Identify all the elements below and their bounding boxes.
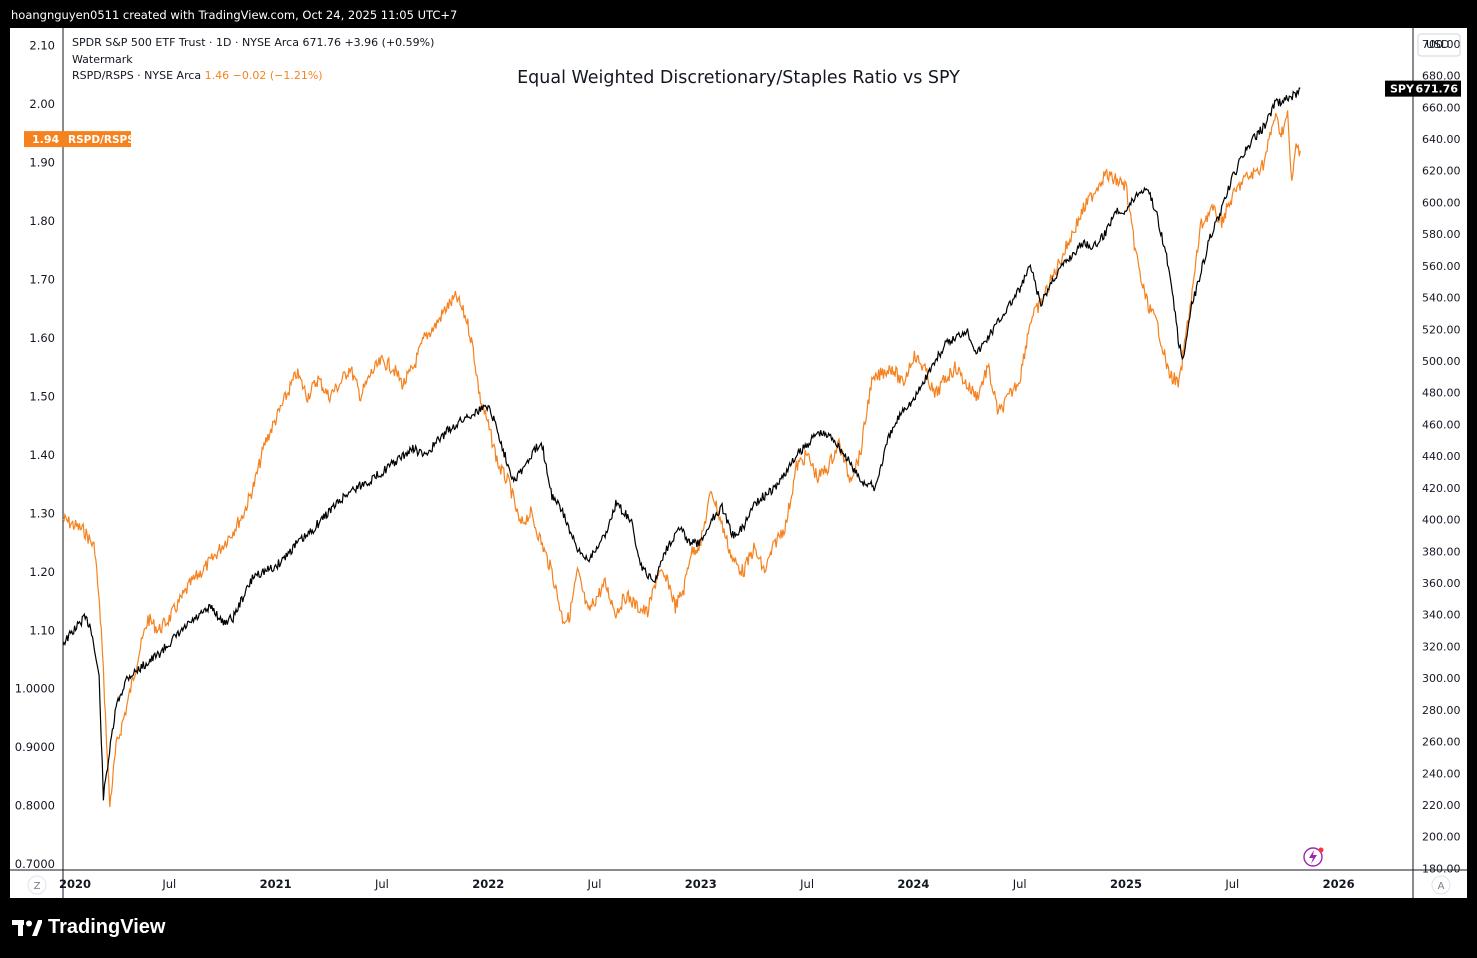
tradingview-logo[interactable]: TradingView [12,916,165,939]
right-tick-label: 280.00 [1422,704,1461,717]
x-tick-label: Jul [1012,877,1027,891]
x-tick-label: 2024 [897,877,929,891]
x-tick-label: 2026 [1323,877,1355,891]
x-tick-label: 2023 [685,877,717,891]
left-tick-label: 1.40 [29,448,55,462]
x-tick-label: 2022 [472,877,504,891]
ratio-price-label-name: RSPD/RSPS [68,134,135,146]
left-tick-label: 0.8000 [15,799,55,813]
chart-title: Equal Weighted Discretionary/Staples Rat… [517,68,960,88]
left-tick-label: 0.9000 [15,740,55,754]
right-tick-label: 580.00 [1422,228,1461,241]
right-tick-label: 380.00 [1422,545,1461,558]
zoom-corner-button [27,875,47,895]
right-tick-label: 480.00 [1422,387,1461,400]
right-tick-label: 220.00 [1422,799,1461,812]
spy-line [62,87,1301,801]
legend: SPDR S&P 500 ETF Trust · 1D · NYSE Arca … [72,35,434,85]
right-tick-label: 200.00 [1422,831,1461,844]
x-tick-label: Jul [587,877,602,891]
left-tick-label: 1.30 [29,506,55,520]
left-tick-label: 1.80 [29,214,55,228]
lightning-icon [1303,847,1323,867]
x-tick-label: Jul [374,877,389,891]
right-tick-label: 180.00 [1422,862,1461,875]
left-tick-label: 1.70 [29,272,55,286]
chart-frame [10,28,1467,898]
x-tick-label: 2021 [260,877,292,891]
auto-scale-label: A [1438,881,1445,892]
x-tick-label: 2025 [1110,877,1142,891]
x-tick-label: Jul [161,877,176,891]
ratio-price-label-bg [24,131,131,148]
legend-ratio[interactable]: RSPD/RSPS · NYSE Arca 1.46 −0.02 (−1.21%… [72,68,434,85]
right-tick-label: 560.00 [1422,260,1461,273]
right-tick-label: 700.00 [1422,38,1461,51]
right-tick-label: 360.00 [1422,577,1461,590]
x-tick-label: 2020 [59,877,91,891]
left-tick-label: 2.00 [29,97,55,111]
right-tick-label: 640.00 [1422,133,1461,146]
notification-dot-icon [1318,847,1324,853]
right-tick-label: 440.00 [1422,450,1461,463]
x-tick-label: Jul [799,877,814,891]
spy-price-label-value: 671.76 [1416,83,1459,96]
right-tick-label: 540.00 [1422,292,1461,305]
left-tick-label: 0.7000 [15,857,55,871]
left-tick-label: 2.10 [29,39,55,53]
legend-ratio-name: RSPD/RSPS · NYSE Arca [72,69,205,82]
right-tick-label: 620.00 [1422,165,1461,178]
spy-price-label-bg [1385,80,1461,97]
right-tick-label: 300.00 [1422,672,1461,685]
right-tick-label: 520.00 [1422,323,1461,336]
legend-ratio-values: 1.46 −0.02 (−1.21%) [204,69,323,82]
left-tick-label: 1.50 [29,389,55,403]
footer-bar [0,898,1477,958]
legend-watermark[interactable]: Watermark [72,52,133,66]
right-tick-label: 600.00 [1422,196,1461,209]
right-tick-label: 500.00 [1422,355,1461,368]
right-tick-label: 260.00 [1422,736,1461,749]
spy-price-label-name: SPY [1390,83,1415,96]
attribution-bar: hoangnguyen0511 created with TradingView… [0,0,1477,28]
right-tick-label: 340.00 [1422,609,1461,622]
tradingview-logo-icon [12,919,42,936]
ratio-price-label-value: 1.94 [32,133,59,146]
currency-label: USD [1426,38,1450,51]
lightning-bolt-icon [1309,850,1317,864]
right-tick-label: 460.00 [1422,418,1461,431]
right-tick-label: 240.00 [1422,767,1461,780]
right-tick-label: 420.00 [1422,482,1461,495]
right-tick-label: 660.00 [1422,101,1461,114]
right-tick-label: 320.00 [1422,640,1461,653]
brand-name: TradingView [48,916,166,938]
right-tick-label: 400.00 [1422,514,1461,527]
left-tick-label: 1.60 [29,331,55,345]
legend-spy[interactable]: SPDR S&P 500 ETF Trust · 1D · NYSE Arca … [72,36,435,49]
left-tick-label: 1.0000 [15,682,55,696]
ratio-line [62,110,1301,808]
left-tick-label: 1.10 [29,623,55,637]
attribution-text: hoangnguyen0511 created with TradingView… [11,8,458,22]
auto-scale-button [1431,875,1451,895]
zoom-corner-label: Z [34,881,41,892]
x-tick-label: Jul [1224,877,1239,891]
left-tick-label: 1.20 [29,565,55,579]
currency-button [1417,33,1461,57]
right-tick-label: 680.00 [1422,70,1461,83]
left-tick-label: 1.90 [29,155,55,169]
